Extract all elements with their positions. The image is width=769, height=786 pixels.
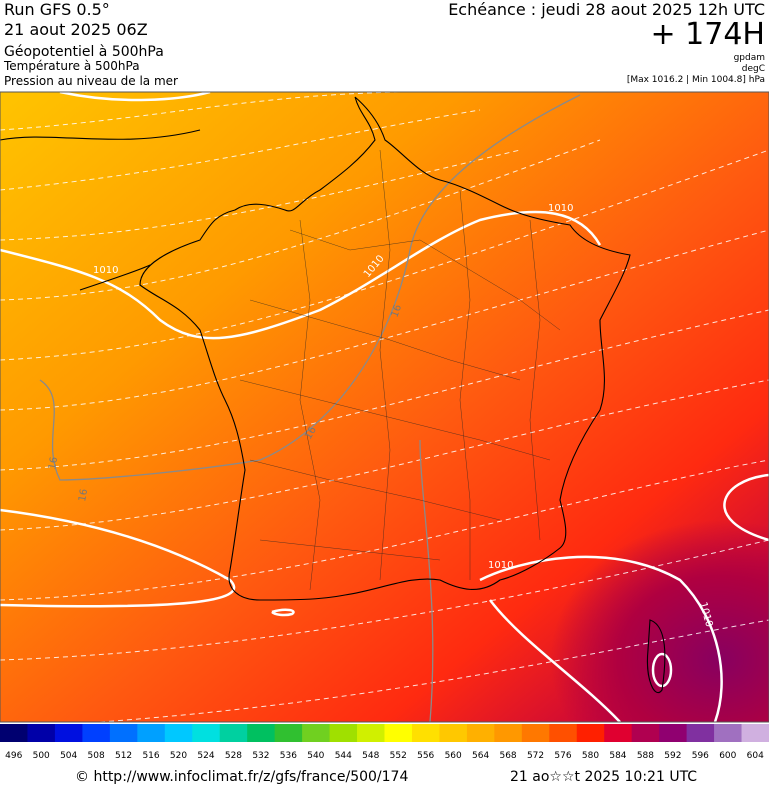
scale-label: 584 [609,751,626,761]
map-frame [0,91,769,723]
pressure-range: [Max 1016.2 | Min 1004.8] hPa [627,75,765,85]
color-swatch [411,724,440,742]
scale-label: 540 [307,751,324,761]
contour-label: 1010 [488,560,513,571]
scale-label: 604 [747,751,764,761]
color-swatch [384,724,413,742]
color-scale: 496 500 504 508 512 516 520 524 528 532 536 540 544 5… [0,724,769,761]
field-label: Pression au niveau de la mer [4,74,178,88]
contour-label: 1010 [548,203,573,214]
coastline [139,96,631,601]
scale-label: 548 [362,751,379,761]
contour-label: 1010 [93,265,118,276]
pressure-contour [651,652,673,688]
contour-label: 16 [77,488,90,502]
field-label: Température à 500hPa [3,59,140,73]
color-swatch [466,724,495,742]
pressure-contour [0,210,602,340]
scale-label: 516 [142,751,159,761]
map: 1010 1010 1010 1010 1010 16 16 16 16 [0,92,769,722]
scale-label: 564 [472,751,489,761]
color-swatch [54,724,83,742]
color-swatch [714,724,743,742]
source-url: © http://www.infoclimat.fr/z/gfs/france/… [75,769,408,785]
field-label: Géopotentiel à 500hPa [4,44,164,60]
color-swatch [247,724,276,742]
color-swatch [329,724,358,742]
timestamp: 21 ao☆☆t 2025 10:21 UTC [510,769,697,785]
color-swatch [219,724,248,742]
scale-label: 588 [637,751,654,761]
coastline [0,129,201,291]
scale-label: 596 [692,751,709,761]
department-borders [239,149,561,591]
temperature-isotherm [419,439,434,722]
color-swatch [302,724,331,742]
scale-label: 524 [197,751,214,761]
scale-label: 556 [417,751,434,761]
coastline [646,619,666,693]
color-swatch [137,724,166,742]
scale-label: 508 [88,751,105,761]
color-swatch [631,724,660,742]
contour-label: 16 [47,456,60,470]
pressure-contour [59,92,211,102]
scale-label: 560 [445,751,462,761]
color-swatch [109,724,138,742]
color-swatch [521,724,550,742]
scale-label: 572 [527,751,544,761]
scale-label: 576 [554,751,571,761]
color-swatch [549,724,578,742]
map-field [550,520,769,722]
scale-label: 536 [280,751,297,761]
color-swatch [741,724,769,742]
color-swatch [0,724,28,742]
scale-label: 496 [5,751,22,761]
scale-label: 600 [719,751,736,761]
pressure-contour [723,473,769,542]
color-swatch [686,724,715,742]
scale-label: 520 [170,751,187,761]
color-swatch [659,724,688,742]
color-swatch [192,724,221,742]
color-swatch [357,724,385,742]
color-swatch [274,724,303,742]
scale-label: 568 [499,751,516,761]
color-swatch [604,724,633,742]
run-label: Run GFS 0.5° [4,0,110,19]
scale-label: 580 [582,751,599,761]
scale-label: 532 [252,751,269,761]
unit: gpdam [734,53,765,63]
scale-label: 544 [335,751,352,761]
color-swatch [164,724,193,742]
temperature-contour [0,92,769,722]
run-date: 21 aout 2025 06Z [4,20,148,39]
scale-label: 592 [664,751,681,761]
color-swatch [494,724,523,742]
color-swatch [82,724,111,742]
pressure-contour [0,508,236,608]
pressure-contour [489,599,621,722]
scale-label: 500 [33,751,50,761]
scale-label: 504 [60,751,77,761]
unit: degC [742,64,765,74]
scale-label: 512 [115,751,132,761]
contour-label: 16 [389,303,404,319]
lead-time: + 174H [651,17,766,52]
color-swatch [27,724,56,742]
scale-label: 528 [225,751,242,761]
scale-label: 552 [390,751,407,761]
pressure-contour [479,555,723,722]
valid-time: Echéance : jeudi 28 aout 2025 12h UTC [448,0,765,19]
temperature-isotherm [39,94,581,481]
color-swatch [439,724,468,742]
pressure-contour [271,608,295,617]
color-swatch [576,724,605,742]
